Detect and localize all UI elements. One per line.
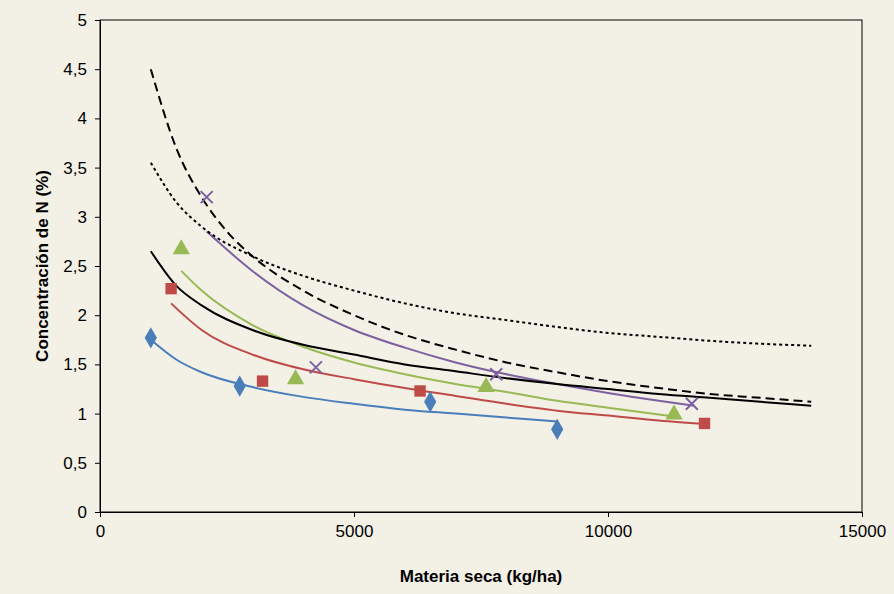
y-axis: 0 0,5 1 1,5 2 2,5 3 3,5 4 4,5 5	[63, 11, 100, 522]
y-tick-mark	[95, 20, 100, 21]
y-tick-label: 0	[78, 503, 87, 522]
fit-line	[207, 232, 695, 406]
marks	[145, 69, 812, 440]
y-tick-label: 2	[78, 306, 87, 325]
y-tick-label: 1,5	[63, 355, 87, 374]
x-tick-label: 15000	[839, 522, 886, 541]
y-tick: 4	[78, 109, 100, 128]
data-point	[145, 327, 157, 348]
y-axis-title: Concentración de N (%)	[33, 170, 52, 362]
x-tick-mark	[354, 512, 355, 517]
x-tick: 15000	[839, 512, 886, 541]
y-tick-label: 4	[78, 109, 87, 128]
y-tick-mark	[95, 315, 100, 316]
y-tick: 2,5	[63, 257, 100, 276]
x-tick-label: 10000	[585, 522, 632, 541]
y-tick: 1	[78, 405, 100, 424]
chart: 0 5000 10000 15000 0 0,5 1 1,5 2 2,5 3 3,5 4 4,5 5 Mate…	[0, 0, 894, 594]
y-tick-label: 5	[78, 11, 87, 30]
data-point	[201, 191, 213, 203]
y-tick-mark	[95, 414, 100, 415]
data-point	[665, 405, 682, 420]
data-point	[310, 361, 322, 373]
fit-line	[181, 271, 674, 417]
x-tick: 10000	[585, 512, 632, 541]
x-tick-mark	[862, 512, 863, 517]
y-tick: 2	[78, 306, 100, 325]
y-tick-mark	[95, 266, 100, 267]
fit-line	[151, 251, 811, 405]
y-tick-label: 3,5	[63, 159, 87, 178]
data-point	[173, 239, 190, 254]
y-tick: 4,5	[63, 60, 100, 79]
data-point	[257, 375, 268, 386]
y-tick: 3	[78, 208, 100, 227]
data-point	[287, 369, 304, 384]
y-tick-label: 1	[78, 405, 87, 424]
fit-line	[171, 303, 709, 424]
y-tick-mark	[95, 118, 100, 119]
x-axis-title: Materia seca (kg/ha)	[400, 567, 563, 586]
y-axis-line	[95, 21, 101, 513]
y-tick-label: 4,5	[63, 60, 87, 79]
x-tick: 5000	[336, 512, 374, 541]
x-tick-label: 0	[96, 522, 105, 541]
y-tick-mark	[95, 168, 100, 169]
y-tick: 0,5	[63, 454, 100, 473]
fit-line	[151, 340, 557, 422]
x-tick-mark	[608, 512, 609, 517]
data-point	[234, 375, 246, 396]
y-tick-mark	[95, 69, 100, 70]
y-tick: 0	[78, 503, 100, 522]
y-tick: 3,5	[63, 159, 100, 178]
data-point	[551, 419, 563, 440]
y-tick: 1,5	[63, 355, 100, 374]
y-tick-mark	[95, 463, 100, 464]
data-point	[165, 283, 176, 294]
data-point	[699, 418, 710, 429]
y-tick-mark	[95, 512, 100, 513]
x-axis: 0 5000 10000 15000	[96, 512, 886, 541]
y-tick-mark	[95, 364, 100, 365]
data-point	[414, 385, 425, 396]
y-tick-label: 0,5	[63, 454, 87, 473]
data-point	[490, 368, 502, 380]
plot: 0 5000 10000 15000 0 0,5 1 1,5 2 2,5 3 3,5 4 4,5 5	[63, 11, 886, 541]
x-tick-label: 5000	[336, 522, 374, 541]
y-tick-mark	[95, 217, 100, 218]
plot-frame	[100, 20, 862, 512]
x-axis-line	[101, 513, 863, 518]
y-tick-label: 2,5	[63, 257, 87, 276]
data-point	[424, 391, 436, 412]
fit-line	[151, 163, 811, 346]
fit-line	[151, 69, 811, 402]
x-tick: 0	[96, 512, 105, 541]
y-tick: 5	[78, 11, 100, 30]
data-point	[686, 398, 698, 410]
y-tick-label: 3	[78, 208, 87, 227]
